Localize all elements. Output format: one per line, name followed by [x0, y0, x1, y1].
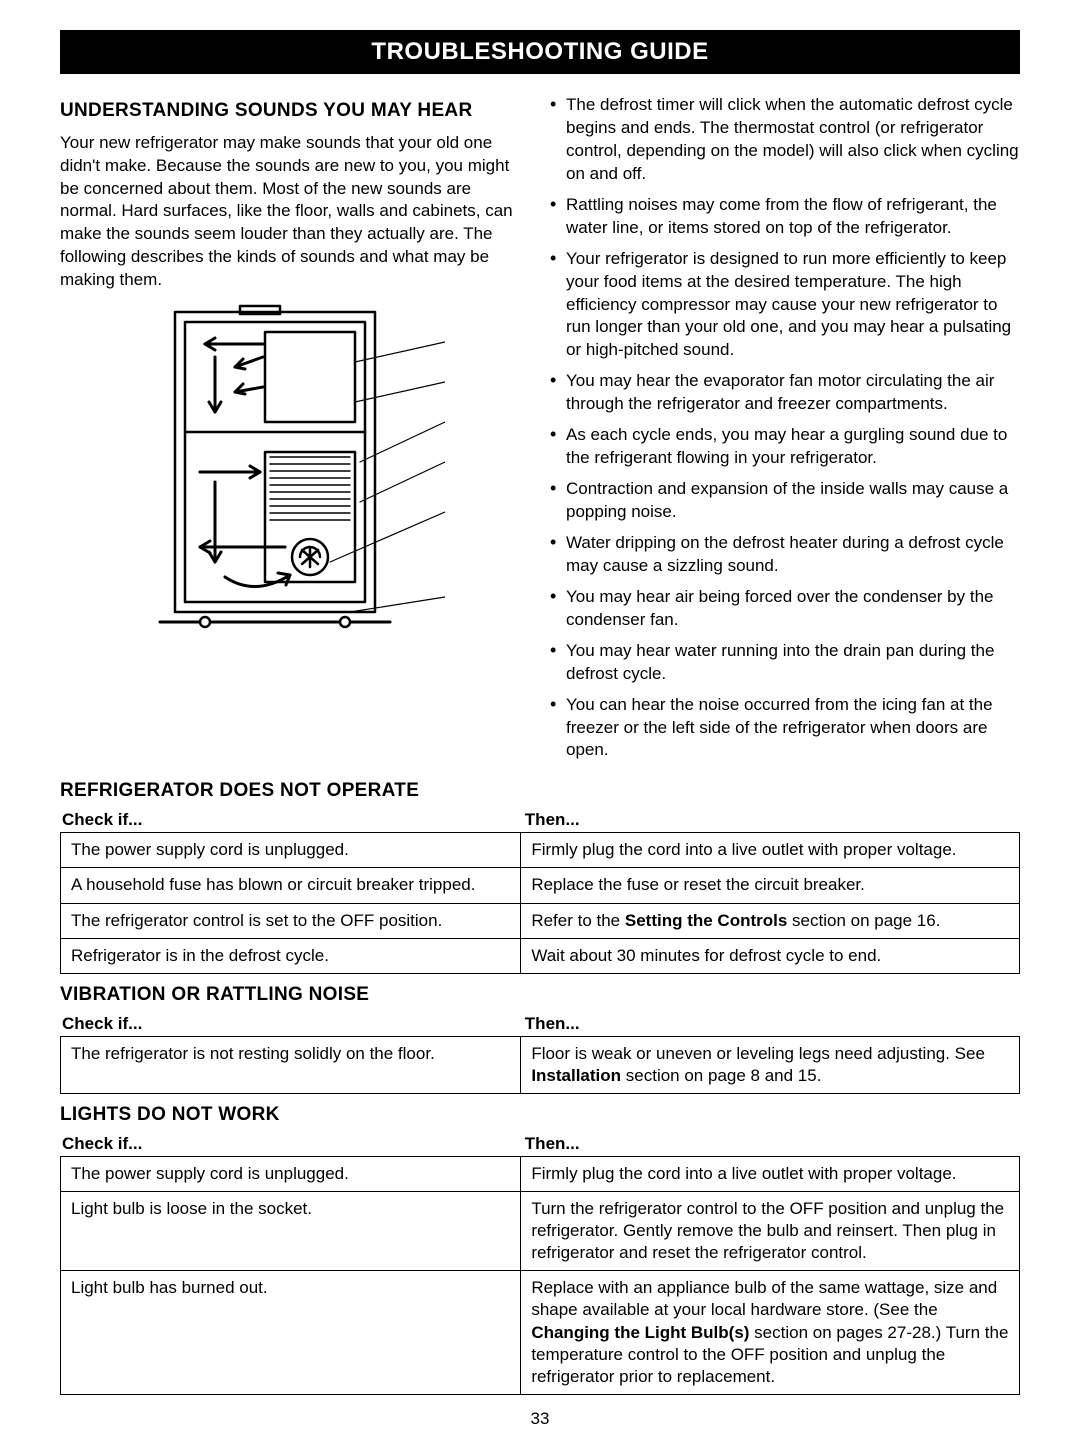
page-number: 33: [60, 1409, 1020, 1429]
check-cell: The power supply cord is unplugged.: [61, 833, 521, 868]
sound-bullet: You may hear the evaporator fan motor ci…: [550, 370, 1020, 416]
not-operate-table: The power supply cord is unplugged. Firm…: [60, 832, 1020, 973]
title-bar: TROUBLESHOOTING GUIDE: [60, 30, 1020, 74]
sounds-heading: UNDERSTANDING SOUNDS YOU MAY HEAR: [60, 98, 530, 124]
table-row: Refrigerator is in the defrost cycle. Wa…: [61, 938, 1020, 973]
then-header: Then...: [521, 810, 1020, 830]
sound-bullet: Your refrigerator is designed to run mor…: [550, 248, 1020, 363]
sounds-intro: Your new refrigerator may make sounds th…: [60, 132, 530, 293]
check-cell: Refrigerator is in the defrost cycle.: [61, 938, 521, 973]
section-vibration: VIBRATION OR RATTLING NOISE Check if... …: [60, 984, 1020, 1094]
section-lights: LIGHTS DO NOT WORK Check if... Then... T…: [60, 1104, 1020, 1395]
vibration-table: The refrigerator is not resting solidly …: [60, 1036, 1020, 1094]
table-row: A household fuse has blown or circuit br…: [61, 868, 1020, 903]
check-cell: Light bulb is loose in the socket.: [61, 1192, 521, 1271]
diagram-container: [60, 302, 530, 649]
check-if-header: Check if...: [60, 1134, 521, 1154]
table-row: The refrigerator control is set to the O…: [61, 903, 1020, 938]
not-operate-heading: REFRIGERATOR DOES NOT OPERATE: [60, 780, 1020, 802]
check-cell: The power supply cord is unplugged.: [61, 1156, 521, 1191]
table-headers: Check if... Then...: [60, 1014, 1020, 1034]
sound-bullet: As each cycle ends, you may hear a gurgl…: [550, 424, 1020, 470]
then-cell: Replace the fuse or reset the circuit br…: [521, 868, 1020, 903]
lights-heading: LIGHTS DO NOT WORK: [60, 1104, 1020, 1126]
sound-bullet: You may hear air being forced over the c…: [550, 586, 1020, 632]
left-column: UNDERSTANDING SOUNDS YOU MAY HEAR Your n…: [60, 94, 530, 770]
check-if-header: Check if...: [60, 1014, 521, 1034]
sound-bullet: Water dripping on the defrost heater dur…: [550, 532, 1020, 578]
then-cell: Firmly plug the cord into a live outlet …: [521, 1156, 1020, 1191]
then-cell: Replace with an appliance bulb of the sa…: [521, 1271, 1020, 1394]
sound-bullet: Rattling noises may come from the flow o…: [550, 194, 1020, 240]
check-if-header: Check if...: [60, 810, 521, 830]
sound-bullet: You can hear the noise occurred from the…: [550, 694, 1020, 763]
then-cell: Floor is weak or uneven or leveling legs…: [521, 1036, 1020, 1093]
page: TROUBLESHOOTING GUIDE UNDERSTANDING SOUN…: [0, 0, 1080, 1449]
section-not-operate: REFRIGERATOR DOES NOT OPERATE Check if..…: [60, 780, 1020, 973]
vibration-heading: VIBRATION OR RATTLING NOISE: [60, 984, 1020, 1006]
lights-table: The power supply cord is unplugged. Firm…: [60, 1156, 1020, 1395]
table-row: The power supply cord is unplugged. Firm…: [61, 1156, 1020, 1191]
refrigerator-diagram-icon: [145, 302, 445, 649]
table-headers: Check if... Then...: [60, 810, 1020, 830]
table-row: Light bulb has burned out. Replace with …: [61, 1271, 1020, 1394]
check-cell: Light bulb has burned out.: [61, 1271, 521, 1394]
table-row: The refrigerator is not resting solidly …: [61, 1036, 1020, 1093]
sounds-bullets: The defrost timer will click when the au…: [550, 94, 1020, 762]
then-cell: Wait about 30 minutes for defrost cycle …: [521, 938, 1020, 973]
table-headers: Check if... Then...: [60, 1134, 1020, 1154]
intro-two-column: UNDERSTANDING SOUNDS YOU MAY HEAR Your n…: [60, 94, 1020, 770]
then-cell: Turn the refrigerator control to the OFF…: [521, 1192, 1020, 1271]
check-cell: The refrigerator is not resting solidly …: [61, 1036, 521, 1093]
then-cell: Refer to the Setting the Controls sectio…: [521, 903, 1020, 938]
check-cell: The refrigerator control is set to the O…: [61, 903, 521, 938]
then-header: Then...: [521, 1134, 1020, 1154]
then-header: Then...: [521, 1014, 1020, 1034]
sound-bullet: The defrost timer will click when the au…: [550, 94, 1020, 186]
sound-bullet: You may hear water running into the drai…: [550, 640, 1020, 686]
then-cell: Firmly plug the cord into a live outlet …: [521, 833, 1020, 868]
sound-bullet: Contraction and expansion of the inside …: [550, 478, 1020, 524]
table-row: The power supply cord is unplugged. Firm…: [61, 833, 1020, 868]
check-cell: A household fuse has blown or circuit br…: [61, 868, 521, 903]
table-row: Light bulb is loose in the socket. Turn …: [61, 1192, 1020, 1271]
right-column: The defrost timer will click when the au…: [550, 94, 1020, 770]
